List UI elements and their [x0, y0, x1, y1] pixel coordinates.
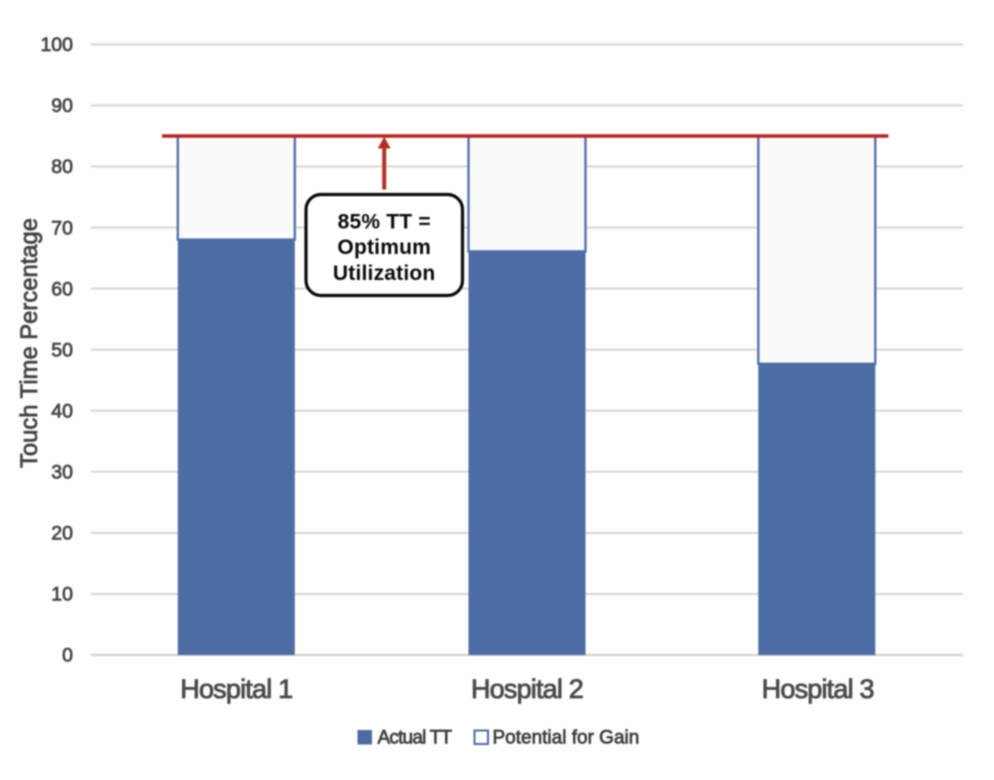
svg-text:0: 0: [62, 645, 73, 667]
svg-text:Hospital 2: Hospital 2: [471, 674, 583, 704]
svg-text:Potential for Gain: Potential for Gain: [493, 728, 640, 749]
svg-text:30: 30: [51, 462, 73, 484]
svg-text:100: 100: [40, 34, 73, 56]
svg-text:Hospital 1: Hospital 1: [180, 674, 292, 704]
svg-text:85% TT =: 85% TT =: [338, 211, 431, 234]
svg-text:90: 90: [51, 95, 73, 117]
svg-text:Touch Time Percentage: Touch Time Percentage: [16, 218, 43, 468]
svg-text:Actual TT: Actual TT: [378, 728, 453, 749]
svg-text:40: 40: [51, 401, 73, 423]
svg-text:Optimum: Optimum: [337, 236, 431, 259]
svg-text:Utilization: Utilization: [333, 262, 436, 285]
svg-text:80: 80: [51, 156, 73, 178]
svg-text:70: 70: [51, 217, 73, 239]
svg-text:Hospital 3: Hospital 3: [762, 674, 874, 704]
svg-text:50: 50: [51, 339, 73, 361]
svg-text:60: 60: [51, 278, 73, 300]
svg-text:20: 20: [51, 523, 73, 545]
svg-text:10: 10: [51, 584, 73, 606]
